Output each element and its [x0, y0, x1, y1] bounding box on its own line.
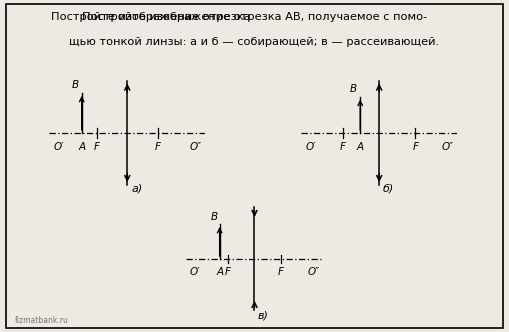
Text: B: B	[350, 84, 357, 94]
Text: F: F	[94, 142, 100, 152]
Text: A: A	[78, 142, 86, 152]
Text: fizmatbank.ru: fizmatbank.ru	[15, 316, 69, 325]
Text: F: F	[225, 267, 231, 277]
Text: F: F	[412, 142, 418, 152]
Text: O″: O″	[307, 267, 319, 277]
Text: O″: O″	[441, 142, 453, 152]
Text: A: A	[357, 142, 364, 152]
Text: O″: O″	[189, 142, 201, 152]
Text: O′: O′	[190, 267, 200, 277]
Text: O′: O′	[305, 142, 316, 152]
Text: щью тонкой линзы: а и б — собирающей; в — рассеивающей.: щью тонкой линзы: а и б — собирающей; в …	[69, 37, 440, 46]
Text: Постройте изображение отрезка: Постройте изображение отрезка	[51, 12, 254, 22]
Text: F: F	[340, 142, 346, 152]
Text: O′: O′	[53, 142, 64, 152]
Text: F: F	[278, 267, 284, 277]
Text: A: A	[216, 267, 223, 277]
Text: F: F	[155, 142, 161, 152]
Text: Постройте изображение отрезка АВ, получаемое с помо-: Постройте изображение отрезка АВ, получа…	[82, 12, 427, 22]
Text: б): б)	[383, 184, 394, 194]
Text: а): а)	[131, 184, 143, 194]
Text: B: B	[72, 80, 79, 90]
Text: B: B	[210, 211, 217, 222]
Text: в): в)	[258, 310, 268, 320]
